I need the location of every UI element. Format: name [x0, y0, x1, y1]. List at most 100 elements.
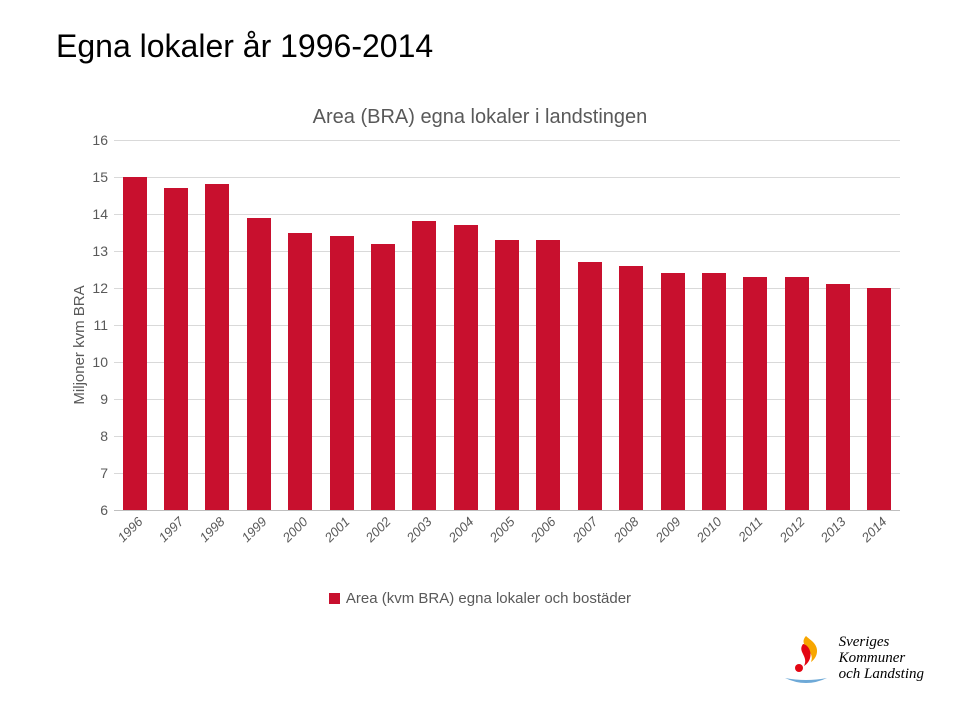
x-label-slot: 2005	[486, 510, 527, 550]
x-label-slot: 2010	[693, 510, 734, 550]
bar-slot	[114, 140, 155, 510]
x-label-slot: 2007	[569, 510, 610, 550]
x-tick-label: 2003	[404, 514, 435, 545]
x-label-slot: 2004	[445, 510, 486, 550]
x-label-slot: 1999	[238, 510, 279, 550]
x-tick-label: 2013	[818, 514, 849, 545]
bar-slot	[693, 140, 734, 510]
logo-text: Sveriges Kommuner och Landsting	[839, 635, 924, 682]
brand-logo: Sveriges Kommuner och Landsting	[783, 632, 924, 686]
x-tick-label: 2011	[736, 514, 766, 544]
y-tick-label: 14	[92, 206, 108, 222]
y-tick-label: 12	[92, 280, 108, 296]
chart-title: Area (BRA) egna lokaler i landstingen	[0, 106, 960, 129]
y-tick-label: 11	[93, 317, 108, 333]
bar	[164, 188, 188, 510]
bar	[536, 240, 560, 510]
x-tick-label: 2006	[528, 514, 559, 545]
x-label-slot: 1996	[114, 510, 155, 550]
y-tick-label: 10	[92, 354, 108, 370]
x-label-slot: 2008	[611, 510, 652, 550]
logo-line-2: Kommuner	[839, 651, 924, 667]
bar	[205, 184, 229, 510]
bar	[619, 266, 643, 510]
x-label-slot: 2006	[528, 510, 569, 550]
y-tick-label: 13	[92, 243, 108, 259]
bar-slot	[362, 140, 403, 510]
bar	[412, 221, 436, 510]
bar	[743, 277, 767, 510]
x-tick-label: 1998	[197, 514, 228, 545]
x-tick-label: 2012	[776, 514, 807, 545]
y-tick-label: 9	[100, 391, 108, 407]
x-tick-label: 2001	[321, 514, 352, 545]
bar	[661, 273, 685, 510]
bar	[123, 177, 147, 510]
bar-slot	[445, 140, 486, 510]
x-tick-label: 1999	[238, 514, 269, 545]
bar-slot	[404, 140, 445, 510]
bar	[495, 240, 519, 510]
x-label-slot: 2013	[817, 510, 858, 550]
y-tick-label: 16	[92, 132, 108, 148]
x-tick-label: 1997	[156, 514, 187, 545]
page-title: Egna lokaler år 1996-2014	[56, 28, 433, 65]
bar	[288, 233, 312, 511]
bar-slot	[735, 140, 776, 510]
x-label-slot: 2012	[776, 510, 817, 550]
x-axis-labels: 1996 1997 1998 1999 2000 2001 2002 2003 2004 2005…	[114, 510, 900, 550]
bar-slot	[569, 140, 610, 510]
bar	[578, 262, 602, 510]
bar-slot	[197, 140, 238, 510]
bar-slot	[321, 140, 362, 510]
y-tick-label: 6	[100, 502, 108, 518]
bar-slot	[528, 140, 569, 510]
bar-slot	[611, 140, 652, 510]
x-tick-label: 2007	[569, 514, 600, 545]
x-label-slot: 2002	[362, 510, 403, 550]
bar	[867, 288, 891, 510]
bar	[454, 225, 478, 510]
bar-slot	[817, 140, 858, 510]
bars	[114, 140, 900, 510]
x-tick-label: 2000	[280, 514, 311, 545]
bar-slot	[155, 140, 196, 510]
x-tick-label: 2008	[611, 514, 642, 545]
bar-slot	[238, 140, 279, 510]
logo-line-1: Sveriges	[839, 635, 924, 651]
y-tick-label: 7	[100, 465, 108, 481]
logo-line-3: och Landsting	[839, 667, 924, 683]
x-label-slot: 2001	[321, 510, 362, 550]
x-tick-label: 2004	[445, 514, 476, 545]
x-tick-label: 2009	[652, 514, 683, 545]
bar-slot	[776, 140, 817, 510]
x-label-slot: 2011	[735, 510, 776, 550]
bar	[247, 218, 271, 510]
x-label-slot: 2009	[652, 510, 693, 550]
legend-label: Area (kvm BRA) egna lokaler och bostäder	[346, 590, 631, 607]
x-tick-label: 1996	[114, 514, 145, 545]
x-label-slot: 2003	[404, 510, 445, 550]
bar-slot	[652, 140, 693, 510]
x-tick-label: 2010	[693, 514, 724, 545]
bar-slot	[486, 140, 527, 510]
bar	[330, 236, 354, 510]
y-tick-label: 8	[100, 428, 108, 444]
y-axis-label: Miljoner kvm BRA	[71, 285, 88, 404]
bar	[371, 244, 395, 510]
x-label-slot: 1998	[197, 510, 238, 550]
x-tick-label: 2014	[859, 514, 890, 545]
x-tick-label: 2002	[362, 514, 393, 545]
x-label-slot: 1997	[155, 510, 196, 550]
legend: Area (kvm BRA) egna lokaler och bostäder	[0, 590, 960, 607]
bar-slot	[280, 140, 321, 510]
flame-icon	[783, 632, 829, 686]
plot-area: 678910111213141516	[114, 140, 900, 510]
bar	[702, 273, 726, 510]
x-label-slot: 2000	[280, 510, 321, 550]
bar	[785, 277, 809, 510]
x-tick-label: 2005	[487, 514, 518, 545]
legend-swatch	[329, 593, 340, 604]
slide: Egna lokaler år 1996-2014 Area (BRA) egn…	[0, 0, 960, 710]
bar	[826, 284, 850, 510]
